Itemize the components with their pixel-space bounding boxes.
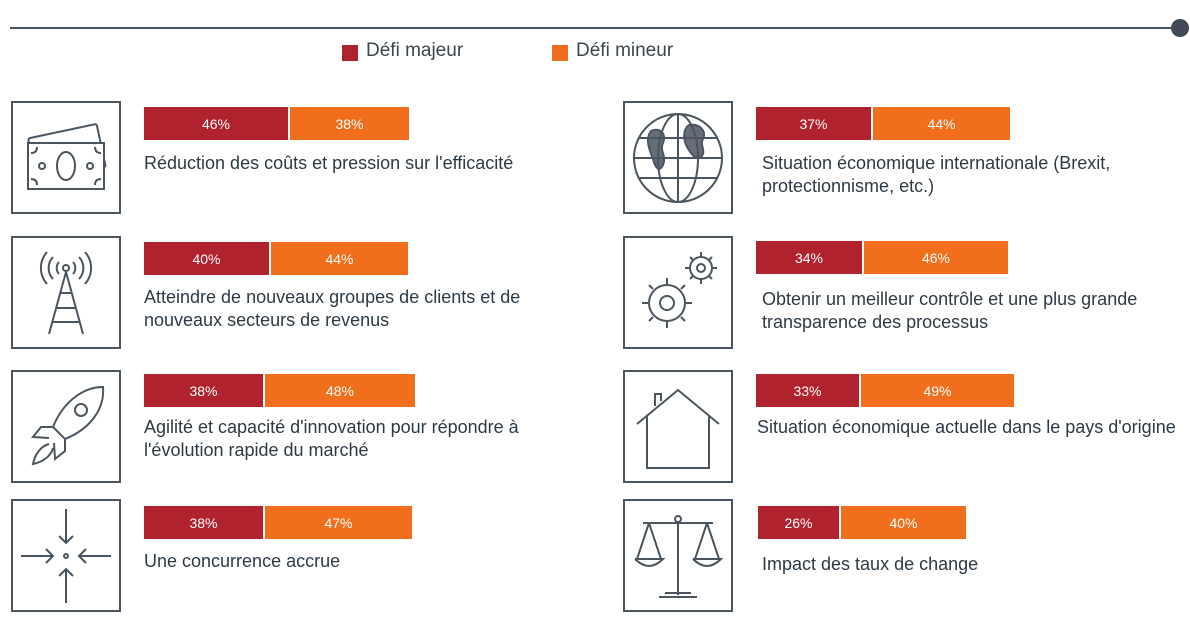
challenge-label-2: Atteindre de nouveaux groupes de clients… — [144, 287, 521, 330]
house-icon — [623, 370, 733, 483]
gears-icon — [623, 236, 733, 349]
legend-item-major: Défi majeur — [342, 40, 463, 62]
money-icon — [11, 101, 121, 214]
bar-minor-3: 48% — [265, 374, 415, 407]
bar-minor-6: 46% — [864, 241, 1008, 274]
bar-major-7: 33% — [756, 374, 859, 407]
challenge-label-6: Obtenir un meilleur contrôle et une plus… — [762, 289, 1138, 332]
challenge-label-3: Agilité et capacité d'innovation pour ré… — [144, 417, 519, 460]
bar-major-1: 46% — [144, 107, 288, 140]
bar-major-3: 38% — [144, 374, 263, 407]
challenge-label-4: Une concurrence accrue — [144, 551, 341, 571]
bar-minor-2: 44% — [271, 242, 408, 275]
header-rule — [10, 27, 1180, 29]
bar-major-2: 40% — [144, 242, 269, 275]
bar-minor-7: 49% — [861, 374, 1014, 407]
bar-minor-8: 40% — [841, 506, 966, 539]
challenge-label-7: Situation économique actuelle dans le pa… — [757, 417, 1176, 437]
legend-swatch-minor — [552, 45, 568, 61]
globe-icon — [623, 101, 733, 214]
bar-major-8: 26% — [758, 506, 839, 539]
bar-minor-1: 38% — [290, 107, 409, 140]
bar-major-4: 38% — [144, 506, 263, 539]
header-rule-dot — [1171, 19, 1189, 37]
challenge-label-1: Réduction des coûts et pression sur l'ef… — [144, 153, 514, 173]
legend-swatch-major — [342, 45, 358, 61]
rocket-icon — [11, 370, 121, 483]
scales-icon — [623, 499, 733, 612]
challenge-label-8: Impact des taux de change — [762, 554, 979, 574]
bar-major-5: 37% — [756, 107, 871, 140]
legend-label-major: Défi majeur — [366, 40, 464, 61]
legend-label-minor: Défi mineur — [576, 40, 674, 61]
bar-minor-4: 47% — [265, 506, 412, 539]
antenna-icon — [11, 236, 121, 349]
bar-major-6: 34% — [756, 241, 862, 274]
bar-minor-5: 44% — [873, 107, 1010, 140]
legend-item-minor: Défi mineur — [552, 40, 673, 62]
converging-arrows-icon — [11, 499, 121, 612]
challenge-label-5: Situation économique internationale (Bre… — [762, 153, 1111, 196]
